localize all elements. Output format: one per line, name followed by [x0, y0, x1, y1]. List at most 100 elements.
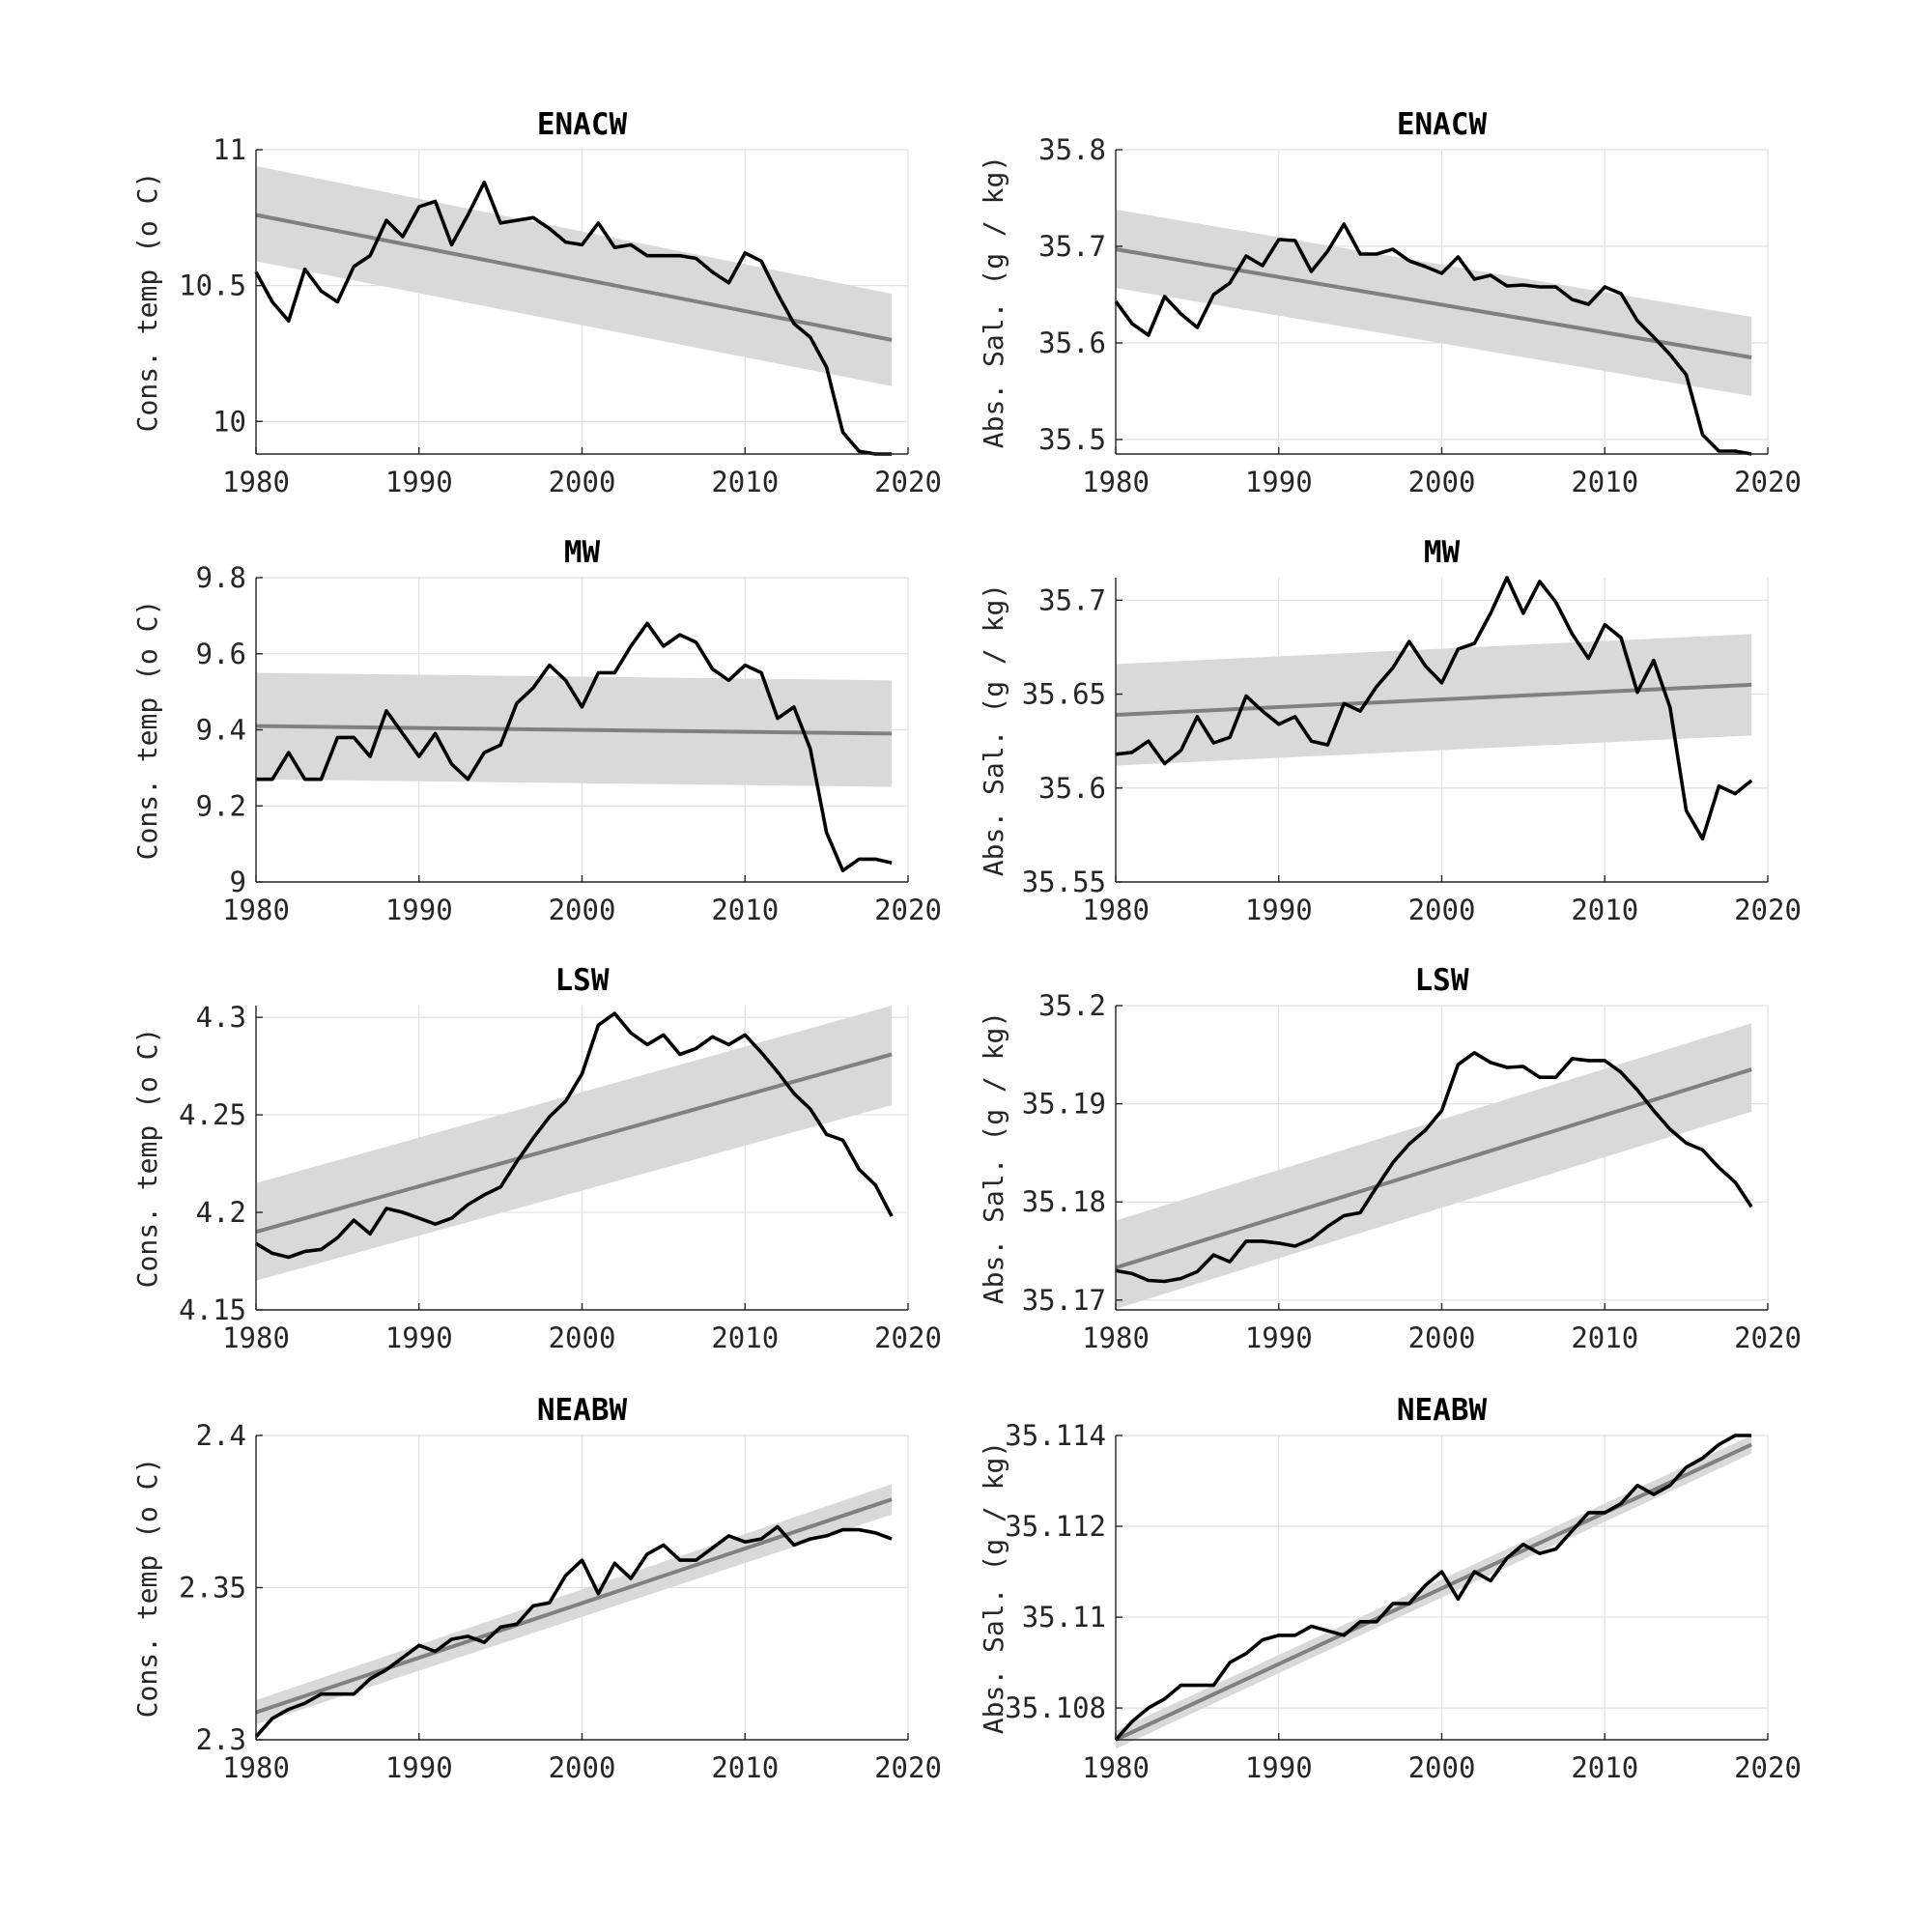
- subplot-1: 1980 1990 2000 2010 2020 10 10.5 11 ENACW Cons. t…: [131, 107, 942, 498]
- x-tick-label: 2010: [1571, 466, 1638, 498]
- x-tick-label: 2020: [1734, 1321, 1802, 1354]
- trend-line: [1115, 682, 1752, 717]
- subplot-4: 1980 1990 2000 2010 2020 35.55 35.6 35.65 35.7 MW…: [978, 535, 1802, 926]
- subplot-title: LSW: [1415, 963, 1469, 998]
- y-axis-label: Cons. temp (o C): [131, 600, 163, 861]
- trend-line: [255, 724, 893, 736]
- y-tick-label: 35.5: [1038, 423, 1106, 456]
- x-tick-label: 2000: [1408, 894, 1476, 926]
- observed-series-line: [254, 180, 893, 456]
- x-tick-label: 2020: [874, 1751, 942, 1784]
- trend-line: [1115, 1067, 1752, 1270]
- subplot-3: 1980 1990 2000 2010 2020 9 9.2 9.4 9.6 9.8 MW Cons.…: [131, 535, 942, 926]
- trend-line: [255, 213, 893, 342]
- x-tick-label: 2010: [711, 1321, 779, 1354]
- y-axis-label: Abs. Sal. (g / kg): [978, 1441, 1009, 1734]
- y-tick-label: 9.8: [196, 561, 246, 594]
- x-tick-label: 1990: [385, 1321, 453, 1354]
- subplot-7: 1980 1990 2000 2010 2020 2.3 2.35 2.4 NEABW Cons.…: [131, 1393, 942, 1784]
- x-tick-label: 1980: [1082, 1321, 1150, 1354]
- y-tick-label: 35.2: [1038, 989, 1106, 1022]
- y-tick-label: 11: [213, 133, 246, 166]
- y-tick-label: 35.55: [1022, 866, 1106, 898]
- subplot-title: MW: [1424, 535, 1461, 570]
- x-tick-label: 2010: [711, 894, 779, 926]
- y-tick-label: 4.3: [196, 1001, 246, 1034]
- subplot-title: LSW: [555, 963, 610, 998]
- x-tick-label: 1980: [222, 466, 290, 498]
- x-tick-label: 2020: [1734, 894, 1802, 926]
- x-tick-label: 2000: [549, 1751, 616, 1784]
- subplot-title: ENACW: [537, 107, 628, 142]
- y-tick-label: 35.8: [1038, 133, 1106, 166]
- x-tick-label: 1980: [222, 1321, 290, 1354]
- y-tick-label: 35.17: [1022, 1284, 1106, 1317]
- x-tick-label: 2010: [1571, 1751, 1638, 1784]
- subplot-title: NEABW: [537, 1393, 628, 1428]
- subplot-title: NEABW: [1397, 1393, 1488, 1428]
- x-tick-label: 2000: [1408, 466, 1476, 498]
- x-tick-label: 1990: [385, 1751, 453, 1784]
- confidence-band: [1116, 1023, 1752, 1309]
- x-tick-label: 2020: [874, 466, 942, 498]
- y-tick-label: 10.5: [179, 270, 246, 302]
- x-tick-label: 2020: [1734, 466, 1802, 498]
- y-axis-label: Cons. temp (o C): [131, 1458, 163, 1719]
- y-axis-label: Abs. Sal. (g / kg): [978, 583, 1009, 876]
- y-tick-label: 10: [213, 405, 246, 438]
- x-tick-label: 1980: [1082, 466, 1150, 498]
- subplot-2: 1980 1990 2000 2010 2020 35.5 35.6 35.7 35.8 ENAC…: [978, 107, 1802, 498]
- y-axis-label: Abs. Sal. (g / kg): [978, 1011, 1009, 1304]
- x-tick-label: 2010: [711, 1751, 779, 1784]
- observed-series-line: [1115, 576, 1753, 841]
- y-tick-label: 35.108: [1005, 1691, 1106, 1724]
- x-tick-label: 1980: [222, 1751, 290, 1784]
- x-tick-label: 1990: [1245, 1321, 1313, 1354]
- observed-series-line: [255, 1011, 894, 1260]
- x-tick-label: 2000: [549, 894, 616, 926]
- x-tick-label: 2020: [874, 894, 942, 926]
- x-tick-label: 2000: [549, 466, 616, 498]
- y-tick-label: 35.11: [1022, 1601, 1106, 1634]
- y-axis-label: Abs. Sal. (g / kg): [978, 156, 1009, 448]
- x-tick-label: 1990: [1245, 1751, 1313, 1784]
- x-tick-label: 2010: [1571, 894, 1638, 926]
- y-tick-label: 35.112: [1005, 1510, 1106, 1543]
- y-tick-label: 35.18: [1022, 1185, 1106, 1218]
- x-tick-label: 1990: [385, 894, 453, 926]
- x-tick-label: 2010: [1571, 1321, 1638, 1354]
- observed-series-line: [1115, 1051, 1753, 1284]
- y-axis-label: Cons. temp (o C): [131, 1028, 163, 1289]
- y-tick-label: 4.2: [196, 1196, 246, 1229]
- subplot-title: MW: [564, 535, 601, 570]
- x-tick-label: 1980: [1082, 894, 1150, 926]
- y-tick-label: 35.6: [1038, 327, 1106, 359]
- trend-line: [1115, 247, 1752, 359]
- x-tick-label: 1990: [385, 466, 453, 498]
- y-tick-label: 9.4: [196, 714, 246, 747]
- y-tick-label: 4.15: [179, 1293, 246, 1326]
- x-tick-label: 2010: [711, 466, 779, 498]
- y-tick-label: 35.7: [1038, 230, 1106, 263]
- y-tick-label: 35.7: [1038, 583, 1106, 616]
- y-tick-label: 2.35: [179, 1572, 246, 1605]
- x-tick-label: 1990: [1245, 466, 1313, 498]
- y-axis-label: Cons. temp (o C): [131, 172, 163, 433]
- y-tick-label: 35.6: [1038, 772, 1106, 805]
- x-tick-label: 2000: [1408, 1321, 1476, 1354]
- y-tick-label: 2.3: [196, 1723, 246, 1756]
- y-tick-label: 9.6: [196, 638, 246, 670]
- y-tick-label: 35.114: [1005, 1419, 1106, 1452]
- y-tick-label: 2.4: [196, 1419, 246, 1452]
- observed-series-line: [1114, 1434, 1752, 1742]
- observed-series-line: [256, 621, 893, 873]
- subplot-6: 1980 1990 2000 2010 2020 35.17 35.18 35.19 35.2 L…: [978, 963, 1802, 1354]
- y-tick-label: 9: [230, 866, 246, 898]
- x-tick-label: 1980: [1082, 1751, 1150, 1784]
- x-tick-label: 1980: [222, 894, 290, 926]
- subplot-8: 1980 1990 2000 2010 2020 35.108 35.11 35.112 35.…: [978, 1393, 1802, 1784]
- subplot-5: 1980 1990 2000 2010 2020 4.15 4.2 4.25 4.3 LSW Con…: [131, 963, 942, 1354]
- trend-line: [1115, 1442, 1752, 1742]
- observed-series-line: [1114, 222, 1752, 456]
